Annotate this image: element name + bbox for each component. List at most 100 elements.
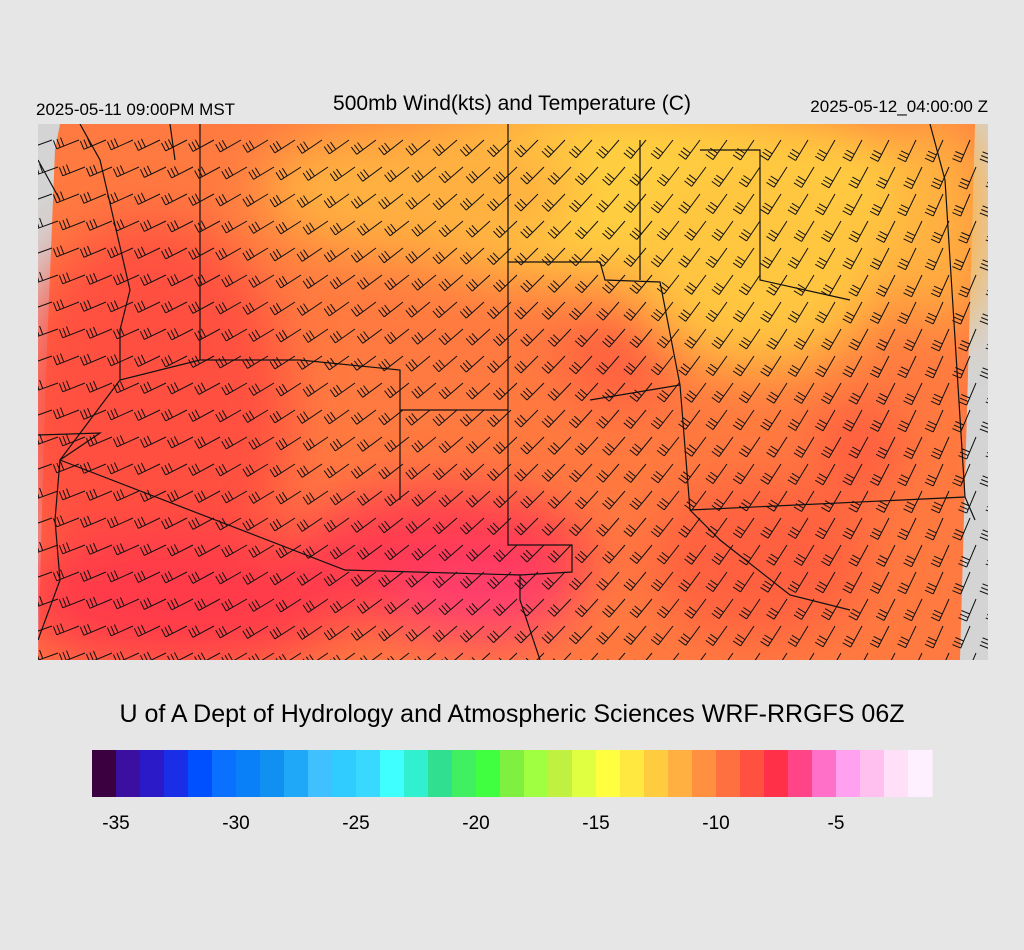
wind-barb: [106, 408, 134, 421]
colorbar-swatch: [476, 750, 501, 797]
wind-barb: [85, 218, 113, 231]
wind-barb: [38, 541, 59, 553]
wind-barb: [194, 166, 221, 179]
wind-barb: [623, 301, 647, 321]
wind-barb: [139, 489, 167, 502]
wind-barb: [79, 623, 107, 636]
wind-barb: [629, 436, 653, 456]
wind-barb: [215, 571, 242, 585]
colorbar-swatch: [284, 750, 309, 797]
wind-barb: [930, 166, 950, 190]
wind-barb: [215, 247, 242, 261]
wind-barb: [793, 382, 815, 404]
wind-barb: [650, 247, 674, 268]
wind-barb: [787, 193, 809, 215]
wind-barb: [378, 193, 404, 210]
wind-barb: [269, 139, 296, 154]
wind-barb: [924, 301, 944, 325]
wind-barb: [161, 463, 188, 476]
wind-barb: [38, 571, 53, 578]
wind-barb: [541, 139, 566, 158]
wind-barb: [356, 166, 383, 182]
wind-barb: [493, 328, 518, 346]
wind-barb: [432, 571, 458, 589]
wind-barb: [384, 382, 410, 399]
wind-barb: [161, 355, 188, 368]
wind-barb: [188, 625, 215, 638]
wind-barb: [766, 436, 788, 458]
wind-barb: [269, 463, 296, 478]
wind-barb: [979, 151, 988, 163]
wind-barb: [106, 516, 134, 529]
wind-barb: [242, 409, 269, 423]
wind-barb: [459, 571, 485, 589]
wind-barb: [875, 436, 896, 459]
wind-barb: [438, 274, 464, 292]
wind-barb: [650, 571, 674, 592]
wind-barb: [705, 139, 728, 161]
colorbar-swatch: [380, 750, 405, 797]
wind-barb: [629, 166, 653, 186]
credit: U of A Dept of Hydrology and Atmospheric…: [119, 700, 904, 728]
wind-barb: [684, 598, 707, 619]
wind-barb: [815, 193, 836, 216]
wind-barb: [547, 490, 572, 509]
colorbar-swatch: [308, 750, 333, 797]
colorbar-tick-label: -30: [222, 813, 249, 834]
wind-barb: [958, 382, 977, 406]
wind-barb: [629, 274, 653, 294]
wind-barb: [329, 652, 356, 660]
wind-barb: [221, 652, 248, 660]
wind-barb: [356, 490, 383, 506]
wind-barb: [623, 625, 647, 645]
wind-barb: [985, 236, 988, 242]
wind-barb: [629, 328, 653, 348]
wind-barb: [705, 247, 728, 269]
wind-barb: [378, 139, 404, 156]
colorbar-swatch: [572, 750, 597, 797]
wind-barb: [541, 463, 566, 482]
wind-barb: [411, 598, 437, 615]
wind-barb: [952, 355, 971, 379]
wind-barb: [766, 544, 788, 566]
wind-barb: [842, 409, 863, 432]
wind-barb: [520, 328, 545, 347]
wind-barb: [215, 625, 242, 639]
wind-barb: [296, 463, 323, 478]
wind-barb: [221, 598, 248, 612]
wind-barb: [329, 598, 356, 614]
wind-barb: [656, 598, 680, 619]
wind-barb: [139, 651, 167, 660]
wind-barb: [684, 436, 707, 457]
wind-barb: [842, 247, 863, 270]
wind-barb: [623, 409, 647, 429]
wind-barb: [766, 166, 788, 188]
wind-barb: [623, 247, 647, 267]
wind-barb: [296, 247, 323, 262]
wind-barb: [275, 328, 302, 343]
wind-barb: [139, 381, 167, 394]
wind-barb: [106, 462, 134, 475]
wind-barb: [487, 301, 512, 319]
wind-barb: [985, 614, 988, 620]
wind-barb: [732, 463, 755, 485]
wind-barb: [215, 139, 242, 153]
wind-barb: [568, 193, 593, 213]
wind-barb: [656, 274, 680, 295]
wind-barb: [821, 598, 842, 621]
wind-barb: [85, 488, 113, 501]
wind-barb: [793, 436, 815, 458]
wind-barb: [215, 355, 242, 369]
wind-barb: [815, 571, 836, 594]
wind-barb: [106, 138, 134, 151]
wind-barb: [711, 166, 734, 188]
wind-barb: [924, 517, 944, 541]
wind-barb: [459, 517, 485, 535]
wind-barb: [411, 274, 437, 291]
colorbar-swatch: [620, 750, 645, 797]
wind-barb: [221, 274, 248, 288]
wind-barb: [487, 409, 512, 427]
wind-barb: [85, 272, 113, 285]
wind-barb: [952, 301, 971, 325]
wind-barb: [930, 220, 950, 244]
